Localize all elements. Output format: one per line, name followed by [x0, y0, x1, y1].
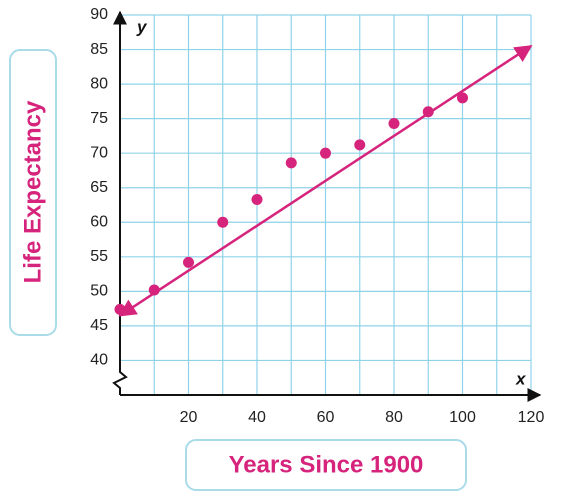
y-tick-label: 75 — [90, 110, 108, 127]
y-axis-letter: y — [136, 17, 148, 36]
x-tick-label: 20 — [180, 409, 198, 426]
y-tick-label: 50 — [90, 283, 108, 300]
y-tick-label: 55 — [90, 248, 108, 265]
point — [251, 193, 263, 205]
x-tick-label: 80 — [385, 409, 403, 426]
y-axis — [112, 10, 128, 395]
y-tick-label: 40 — [90, 352, 108, 369]
y-tick-label: 45 — [90, 317, 108, 334]
x-tick-label: 120 — [518, 409, 545, 426]
point — [285, 157, 297, 169]
point — [457, 92, 468, 104]
y-tick-label: 60 — [90, 213, 108, 230]
y-axis-label: Life Expectancy — [19, 100, 46, 283]
grid — [120, 14, 532, 395]
x-tick-label: 60 — [317, 409, 335, 426]
x-label-box — [185, 439, 467, 491]
x-axis-label: Years Since 1900 — [229, 451, 424, 478]
trend-line — [118, 45, 533, 317]
point — [388, 117, 400, 129]
y-tick-label: 70 — [90, 144, 108, 161]
y-label-box — [9, 49, 57, 336]
x-axis-letter: x — [515, 369, 527, 388]
y-tick-label: 85 — [90, 41, 108, 58]
point — [320, 147, 331, 159]
y-tick-label: 80 — [90, 75, 108, 92]
point — [422, 106, 434, 118]
point — [183, 256, 194, 268]
point — [217, 216, 229, 228]
y-tick-label: 65 — [90, 179, 108, 196]
x-tick-label: 40 — [248, 409, 266, 426]
x-tick-label: 100 — [449, 409, 476, 426]
point — [354, 139, 366, 151]
point — [114, 303, 126, 315]
point — [148, 284, 160, 296]
y-tick-label: 90 — [90, 6, 108, 23]
